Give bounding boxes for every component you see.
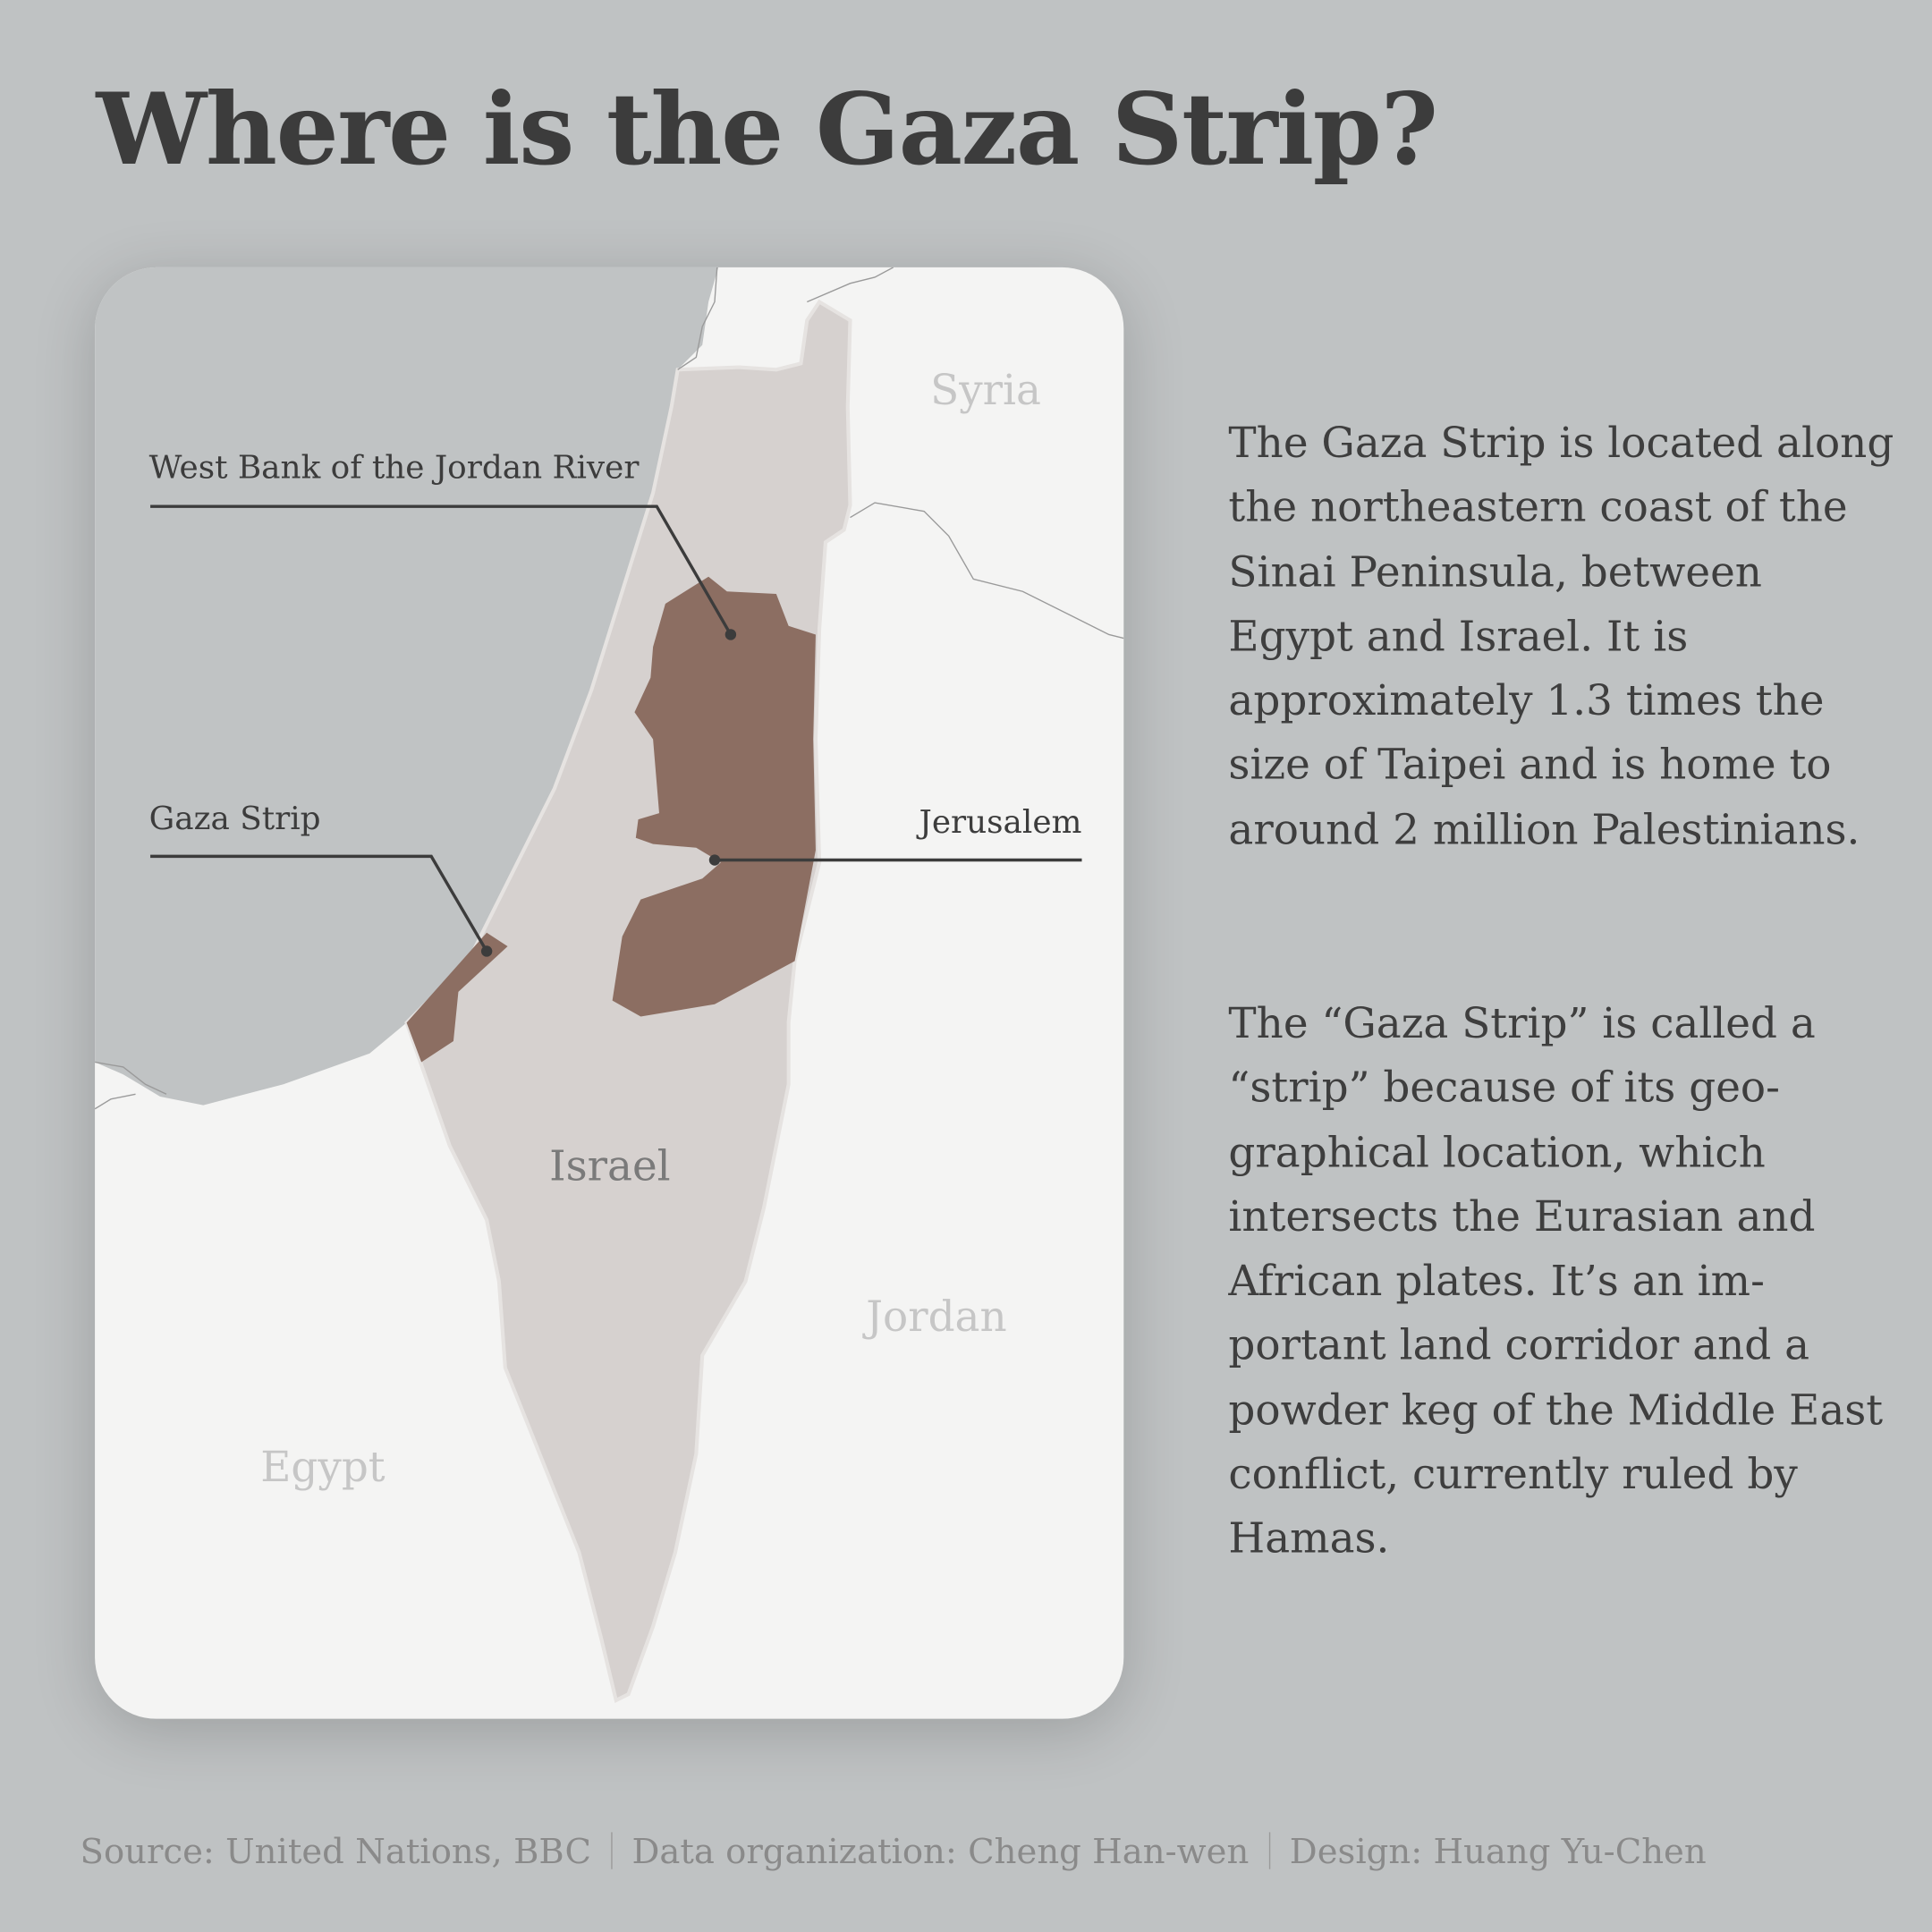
sea <box>95 267 719 1106</box>
divider <box>1268 1832 1270 1869</box>
description-paragraph: The “Gaza Strip” is called a “strip” bec… <box>1228 999 1884 1564</box>
callout-dot <box>480 945 493 957</box>
data-credit: Data organization: Cheng Han-wen <box>631 1831 1250 1872</box>
egypt-coast <box>95 1061 167 1110</box>
map-card: Syria Israel Jordan Egypt West Bank of t… <box>95 267 1124 1719</box>
divider <box>611 1832 613 1869</box>
callout-west-bank-label: West Bank of the Jordan River <box>149 449 640 486</box>
design-credit: Design: Huang Yu-Chen <box>1289 1831 1707 1872</box>
gaza-shape <box>406 932 508 1063</box>
callout-gaza-label: Gaza Strip <box>149 801 321 837</box>
callout-line <box>150 854 488 953</box>
west-bank-shape <box>612 576 816 1017</box>
callout-jerusalem: Jerusalem <box>708 804 1081 866</box>
callout-dot <box>724 629 737 640</box>
map: Syria Israel Jordan Egypt West Bank of t… <box>95 267 1124 1704</box>
label-jordan: Jordan <box>862 1293 1006 1342</box>
label-syria: Syria <box>930 367 1041 415</box>
label-israel: Israel <box>549 1143 671 1191</box>
source-credit: Source: United Nations, BBC <box>80 1831 592 1872</box>
description-paragraph: The Gaza Strip is located along the nort… <box>1228 419 1894 855</box>
label-egypt: Egypt <box>260 1444 386 1492</box>
callout-west-bank: West Bank of the Jordan River <box>149 449 737 640</box>
footer-credits: Source: United Nations, BBC Data organiza… <box>80 1831 1707 1871</box>
border-lebanon <box>677 267 894 370</box>
page-title: Where is the Gaza Strip? <box>96 71 1438 188</box>
callout-jerusalem-label: Jerusalem <box>916 804 1081 841</box>
callout-gaza: Gaza Strip <box>149 801 493 957</box>
callout-dot <box>708 854 721 866</box>
callout-line <box>150 504 733 636</box>
border-syria-jordan <box>850 502 1124 640</box>
